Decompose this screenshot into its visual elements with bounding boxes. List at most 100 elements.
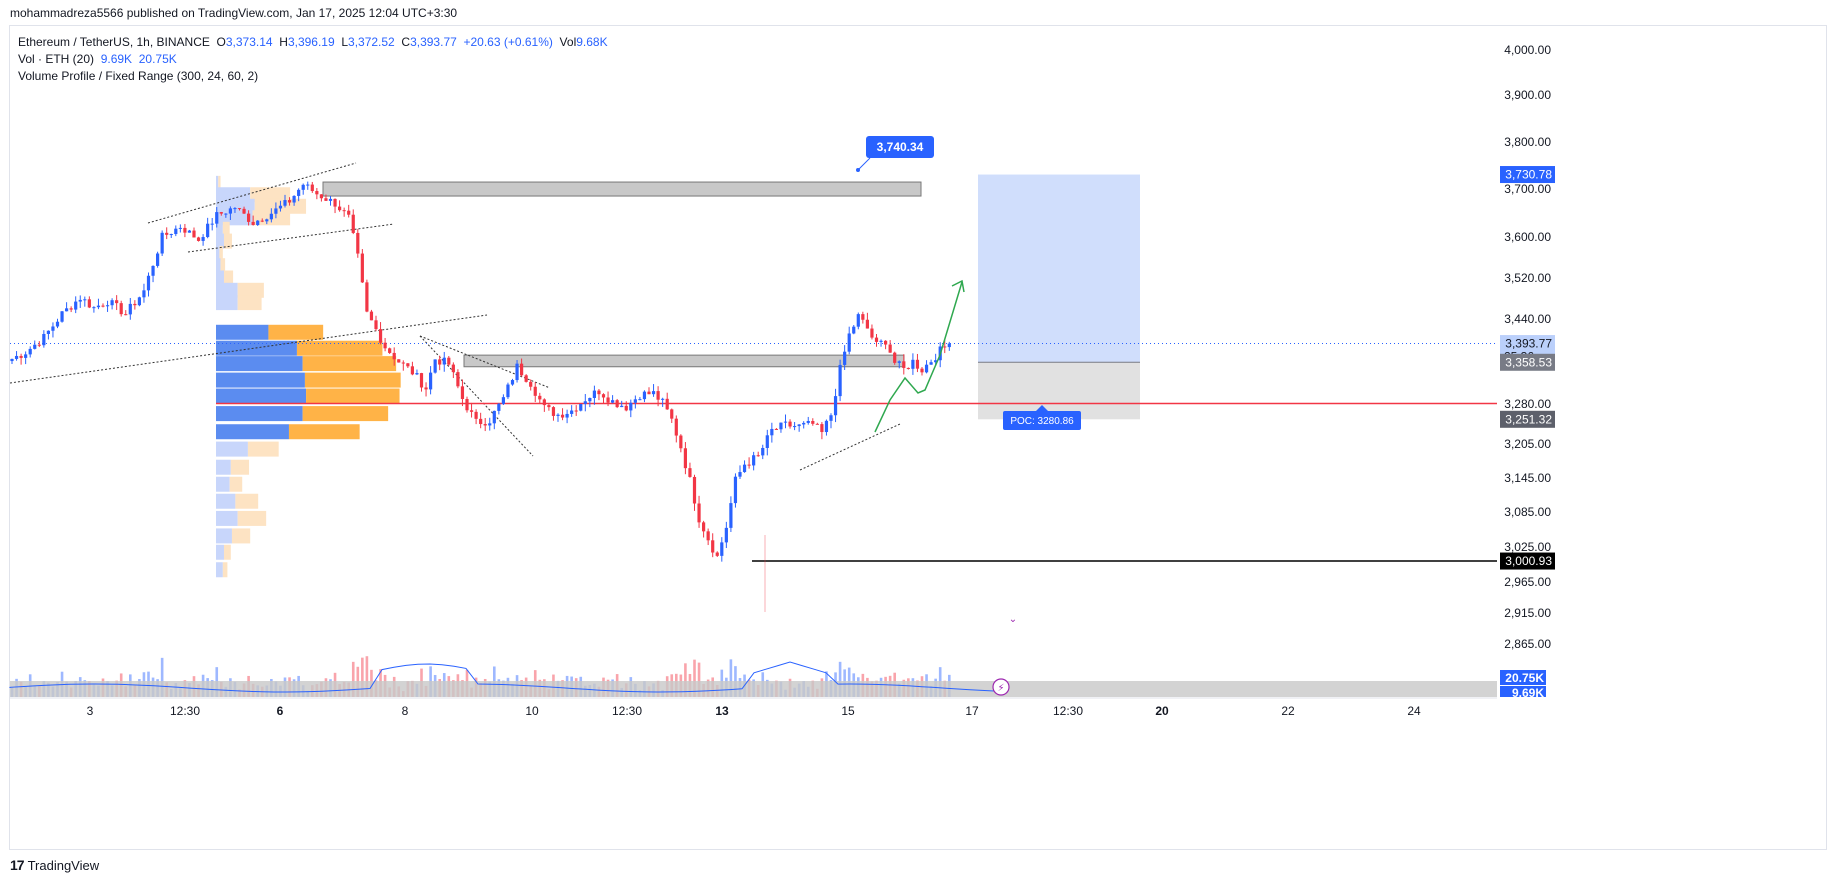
candle-body [151,265,155,276]
projection-arrow-head-icon [951,279,965,293]
volume-profile-bar-up [216,221,223,237]
candle-body [638,399,642,401]
candle-body [333,198,337,207]
volume-profile-bar-down [302,356,397,372]
poc-label-pointer [1036,405,1048,411]
candle-body [893,352,897,363]
tradingview-brand[interactable]: 17 TradingView [10,857,99,873]
candle-body [65,308,69,312]
candle-body [269,213,273,220]
volume-profile-bar-up [216,562,223,578]
chevron-down-icon: ⌄ [1009,614,1017,625]
candle-body [360,253,364,283]
x-tick-label: 6 [277,704,284,718]
candle-body [752,455,756,466]
x-tick-label: 22 [1281,704,1295,718]
trend-line [147,162,357,224]
close-value: 3,393.77 [410,35,457,49]
volume-profile-bar-down [222,221,230,237]
candle-body [378,329,383,343]
y-tick-label: 3,085.00 [1504,505,1551,519]
candle-body [87,299,91,308]
y-tick-label: 2,865.00 [1504,637,1551,651]
candle-body [451,364,455,373]
candle-body [665,398,669,410]
candle-body [374,320,378,330]
candle-body [42,333,46,346]
candle-body [324,198,328,201]
volume-bar [729,659,733,697]
candle-body [847,333,851,352]
candle-body [683,448,687,469]
volume-profile-bar-up [216,324,269,340]
candle-body [806,420,810,423]
candle-body [137,297,141,306]
volume-bar [838,661,842,697]
candle-body [469,410,474,412]
candle-body [406,363,410,367]
lightning-icon-glyph: ⚡ [997,683,1004,694]
candle-body [729,503,733,528]
candle-body [10,358,14,362]
candle-body [633,399,637,403]
candle-body [943,346,947,348]
candle-body [438,359,442,365]
volume-indicator-legend[interactable]: Vol · ETH (20) 9.69K 20.75K [18,51,608,68]
candle-body [501,397,505,404]
candle-body [460,386,465,399]
volume-profile-bar-up [216,510,238,526]
price-label-target [1500,166,1555,184]
y-tick-label: 3,440.00 [1504,312,1551,326]
candle-body [833,396,838,416]
candle-body [401,362,405,364]
candle-body [242,208,246,214]
candle-body [265,219,269,222]
candle-body [624,405,628,411]
change-value: +20.63 (+0.61%) [463,35,553,49]
price-label-text: 3,730.78 [1505,168,1552,182]
symbol-title[interactable]: Ethereum / TetherUS, 1h, BINANCE [18,35,210,49]
candle-body [524,375,528,382]
tradingview-logo-icon: 17 [10,857,25,873]
y-tick-label: 2,915.00 [1504,606,1551,620]
candle-body [424,387,428,390]
support-zone [463,354,905,368]
candle-body [606,397,610,403]
y-tick-label: 3,700.00 [1504,182,1551,196]
candle-body [597,390,601,395]
candle-body [870,328,874,338]
candle-body [119,303,123,315]
volume-profile-bar-down [223,544,231,560]
volume-profile-bar-down [218,175,221,191]
candle-body [210,223,214,225]
candle-body [661,398,665,400]
candle-body [915,359,920,369]
candle-body [306,184,310,186]
candle-body [879,340,883,342]
y-tick-label: 4,000.00 [1504,43,1551,57]
target-zone [978,174,1140,363]
volume-bar [361,657,364,697]
candle-body [433,359,437,373]
stop-zone [978,362,1140,420]
candle-body [843,351,847,365]
candle-body [770,428,774,436]
candle-body [165,232,169,235]
price-label-text: 3,393.77 [1505,337,1552,351]
candle-body [774,428,778,430]
price-callout-text: 3,740.34 [877,140,924,154]
candle-body [897,361,901,363]
candle-body [742,464,747,473]
volume-profile-bar-down [304,372,401,388]
candle-body [301,184,305,190]
candle-body [101,305,105,307]
price-label-text: 3,000.93 [1505,554,1552,568]
candle-body [60,311,64,322]
lightning-icon [992,678,1010,696]
candle-body [838,364,842,397]
volume-profile [216,175,401,578]
volume-profile-legend[interactable]: Volume Profile / Fixed Range (300, 24, 6… [18,68,608,85]
volume-profile-bar-up [216,388,307,404]
candle-body [715,552,719,556]
